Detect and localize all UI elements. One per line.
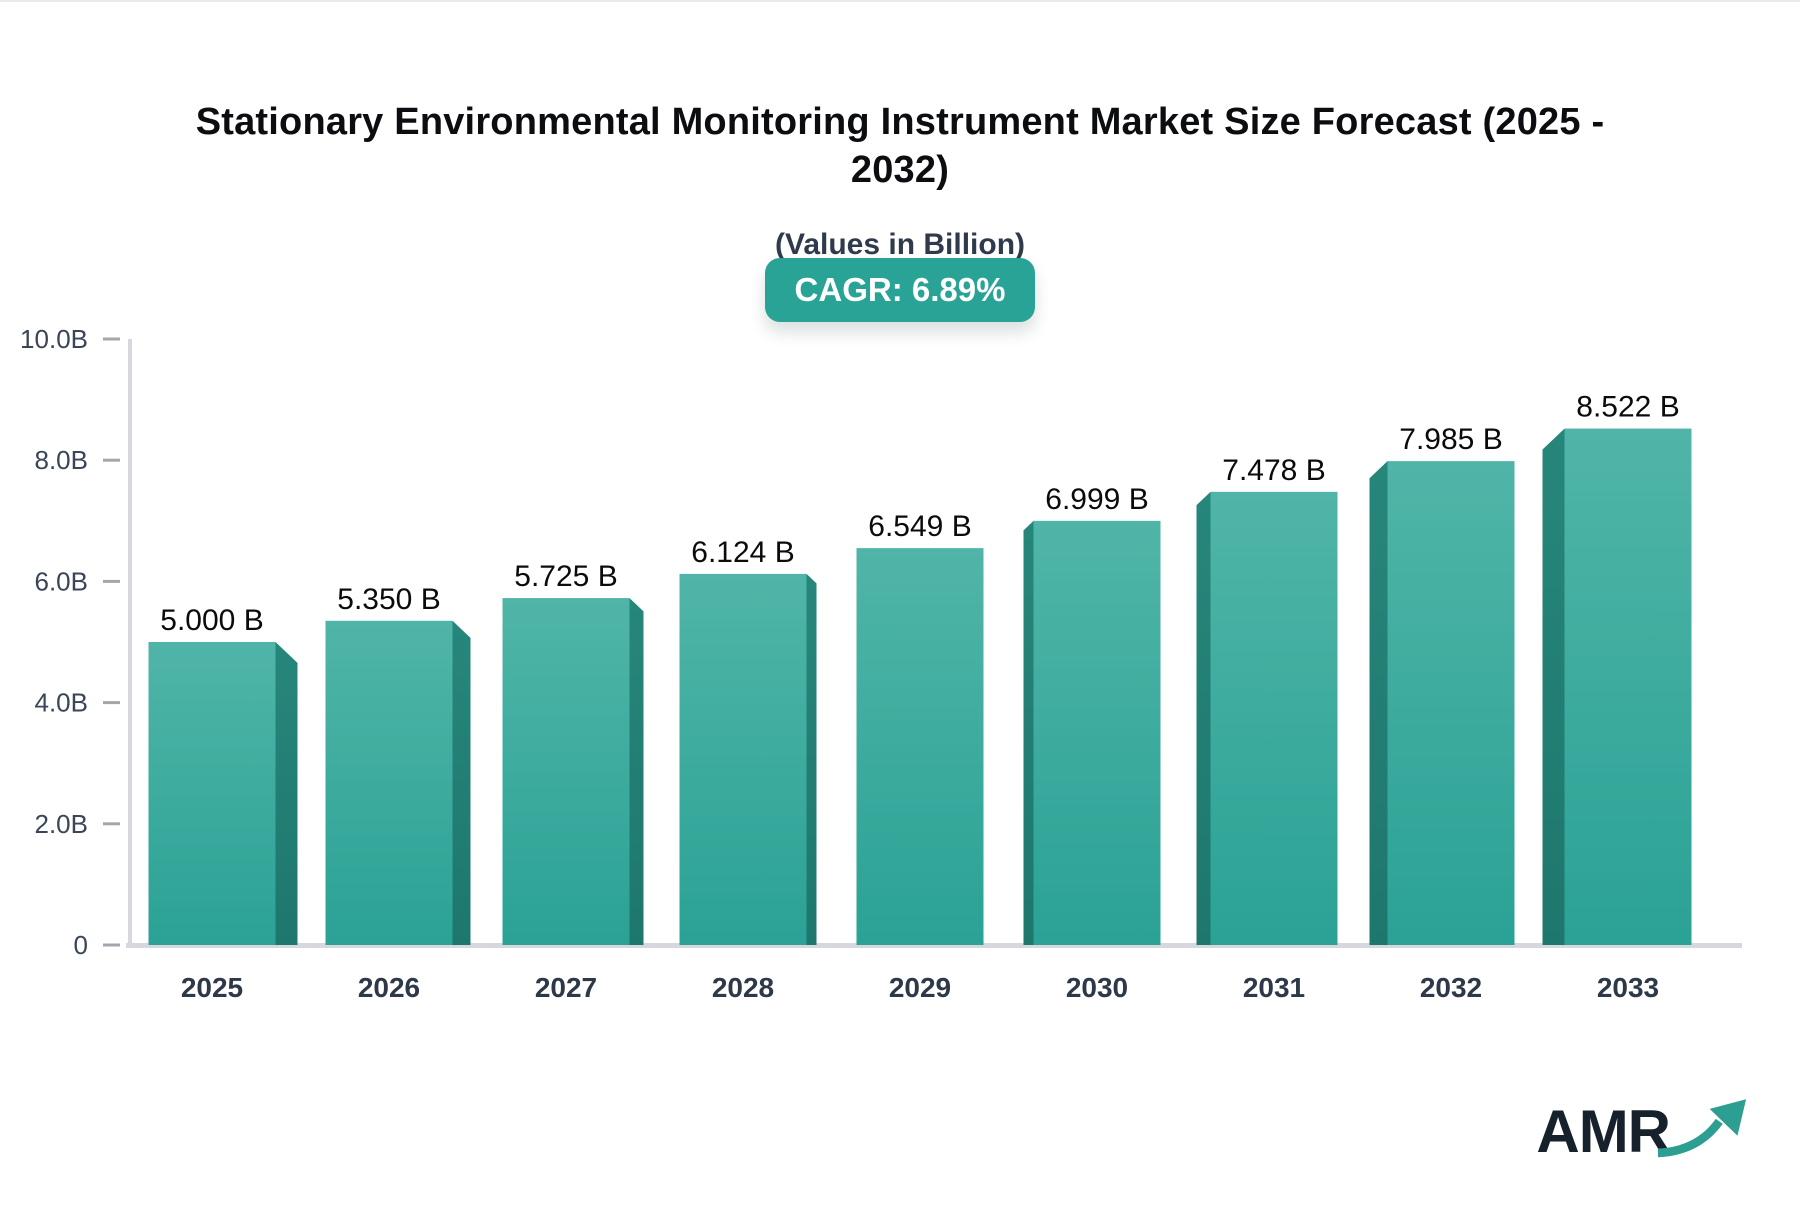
- bar-2029: [856, 548, 984, 945]
- bar-2030: [1033, 520, 1161, 945]
- x-tick-label: 2025: [181, 972, 243, 1003]
- chart-subtitle: (Values in Billion): [774, 228, 1026, 261]
- bar-value-label: 7.478 B: [1222, 454, 1325, 487]
- y-tick-dash: [103, 822, 120, 826]
- y-tick-label: 8.0B: [35, 445, 89, 475]
- bar-2025: [148, 642, 276, 945]
- bar-side-2030: [1023, 520, 1034, 945]
- y-axis-line: [128, 339, 132, 945]
- bar-side-2031: [1196, 491, 1211, 945]
- bar-2032: [1387, 461, 1515, 945]
- bar-value-label: 6.124 B: [691, 536, 794, 569]
- cagr-badge-wrap: CAGR: 6.89%: [0, 258, 1800, 322]
- bar-2026: [325, 620, 453, 945]
- bar-2027: [502, 598, 630, 945]
- x-tick-label: 2031: [1243, 972, 1305, 1003]
- bar-2031: [1210, 491, 1338, 945]
- bar-value-label: 5.000 B: [160, 604, 263, 637]
- x-tick-label: 2026: [358, 972, 420, 1003]
- bar-side-2025: [275, 642, 298, 945]
- bar-side-2033: [1542, 428, 1565, 946]
- chart-title-line1: Stationary Environmental Monitoring Inst…: [195, 101, 1605, 143]
- y-tick-label: 2.0B: [35, 809, 89, 839]
- y-tick-dash: [103, 579, 120, 583]
- x-tick-label: 2033: [1597, 972, 1659, 1003]
- bar-side-2028: [806, 573, 817, 945]
- x-tick-label: 2029: [889, 972, 951, 1003]
- x-tick-label: 2027: [535, 972, 597, 1003]
- x-axis-line: [126, 943, 1742, 948]
- y-tick-label: 6.0B: [35, 566, 89, 596]
- chart-title-line2: 2032): [850, 149, 950, 191]
- bar-value-label: 8.522 B: [1576, 391, 1679, 424]
- bar-2033: [1564, 428, 1692, 946]
- bar-side-2027: [629, 598, 644, 945]
- brand-logo: AMR: [1536, 1098, 1748, 1165]
- bar-side-2032: [1369, 461, 1388, 945]
- bar-value-label: 6.549 B: [868, 510, 971, 543]
- bar-2028: [679, 573, 807, 945]
- bar-value-label: 6.999 B: [1045, 483, 1148, 516]
- bar-side-2026: [452, 620, 471, 945]
- bar-value-label: 7.985 B: [1399, 423, 1502, 456]
- bar-value-label: 5.350 B: [337, 583, 440, 616]
- x-tick-label: 2028: [712, 972, 774, 1003]
- y-tick-label: 0: [74, 930, 88, 960]
- bar-value-label: 5.725 B: [514, 560, 617, 593]
- brand-logo-text: AMR: [1536, 1098, 1671, 1165]
- x-tick-label: 2030: [1066, 972, 1128, 1003]
- y-tick-label: 4.0B: [35, 688, 89, 718]
- y-tick-dash: [103, 337, 120, 341]
- growth-arrow-icon: [1657, 1099, 1747, 1158]
- y-tick-dash: [103, 943, 120, 947]
- cagr-badge: CAGR: 6.89%: [764, 258, 1036, 322]
- y-tick-label: 10.0B: [20, 324, 88, 354]
- x-tick-label: 2032: [1420, 972, 1482, 1003]
- y-tick-dash: [103, 458, 120, 462]
- chart-title: Stationary Environmental Monitoring Inst…: [0, 98, 1800, 194]
- y-tick-dash: [103, 701, 120, 705]
